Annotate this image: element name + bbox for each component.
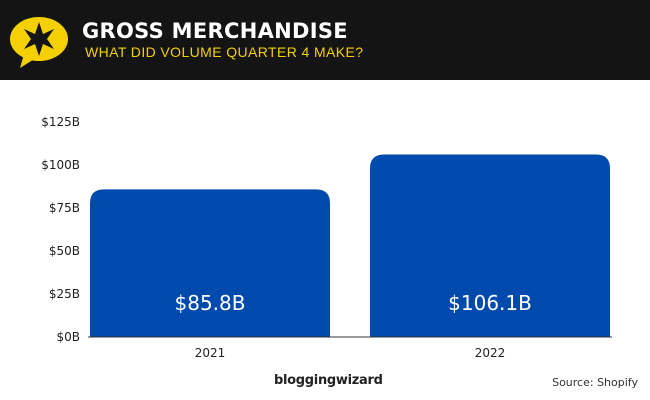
- chart-title: GROSS MERCHANDISE: [82, 19, 348, 43]
- x-tick-label: 2022: [475, 346, 506, 360]
- y-tick-label: $0B: [56, 330, 80, 344]
- bar-chart: $0B $25B $50B $75B $100B $125B $85.8B 2021 $106.…: [41, 115, 612, 360]
- y-tick-label: $75B: [49, 201, 80, 215]
- data-label: $106.1B: [448, 291, 532, 315]
- speech-bubble-star-icon: [10, 17, 68, 68]
- x-tick-label: 2021: [195, 346, 226, 360]
- data-label: $85.8B: [175, 291, 246, 315]
- y-tick-label: $25B: [49, 287, 80, 301]
- header: GROSS MERCHANDISE WHAT DID VOLUME QUARTE…: [0, 0, 650, 80]
- source-note: Source: Shopify: [552, 376, 638, 389]
- brand-logo: bloggingwizard: [274, 373, 383, 388]
- y-tick-label: $50B: [49, 244, 80, 258]
- chart-subtitle: WHAT DID VOLUME QUARTER 4 MAKE?: [85, 44, 364, 60]
- bar-2021: [90, 189, 330, 337]
- bar-2022: [370, 154, 610, 337]
- y-tick-label: $100B: [41, 158, 80, 172]
- y-tick-label: $125B: [41, 115, 80, 129]
